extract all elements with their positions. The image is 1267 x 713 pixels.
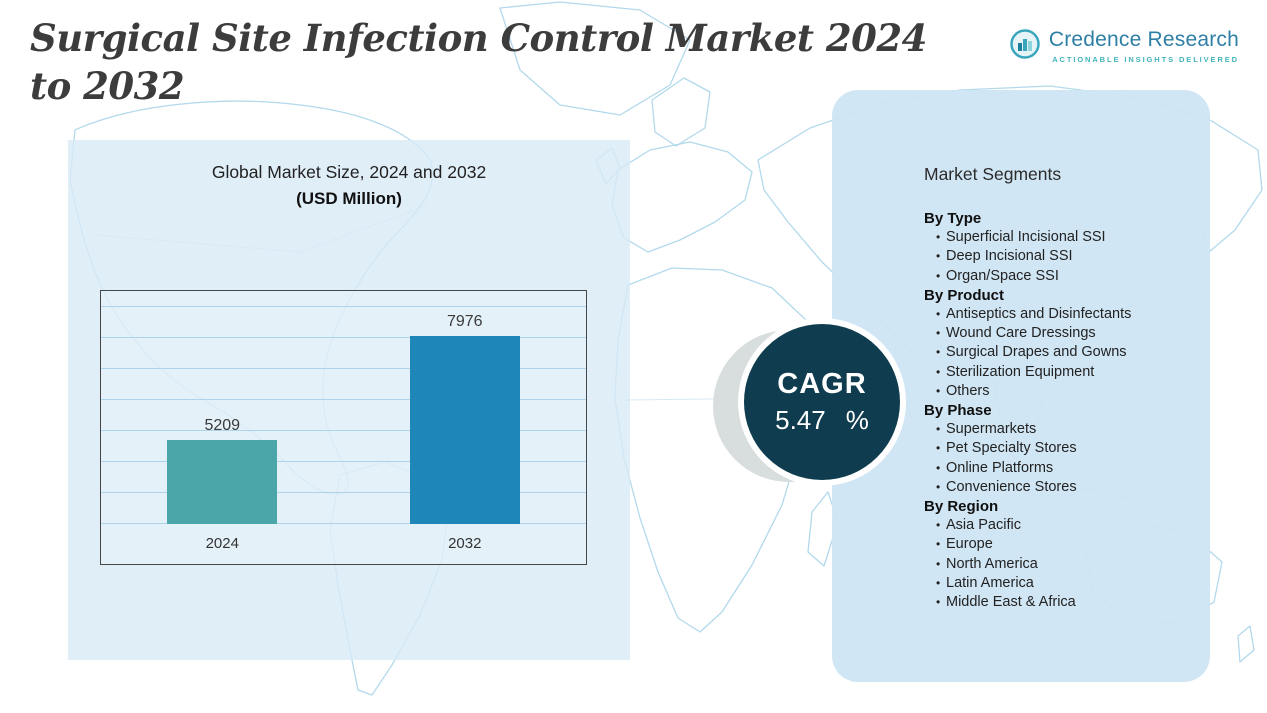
brand-tagline: ACTIONABLE INSIGHTS DELIVERED (1052, 55, 1239, 64)
brand-chart-icon (1010, 29, 1040, 59)
bar-chart: 5209 2024 7976 2032 (100, 290, 587, 565)
bullet-icon: • (936, 364, 941, 379)
bullet-icon: • (936, 422, 941, 437)
segment-item-label: North America (946, 555, 1038, 572)
segments-title: Market Segments (924, 164, 1062, 184)
cagr-value-row: 5.47 % (775, 405, 869, 436)
segment-item-label: Deep Incisional SSI (946, 248, 1073, 265)
segment-item: • Latin America (924, 574, 1182, 593)
segment-item-label: Pet Specialty Stores (946, 440, 1077, 457)
page-title: Surgical Site Infection Control Market 2… (30, 16, 927, 109)
bullet-icon: • (936, 307, 941, 322)
segment-item-label: Surgical Drapes and Gowns (946, 344, 1127, 361)
segment-item-label: Others (946, 382, 990, 399)
segment-group-label: By Product (924, 286, 1005, 304)
bullet-icon: • (936, 595, 941, 610)
segment-item-label: Antiseptics and Disinfectants (946, 306, 1132, 323)
segment-group-label: By Type (924, 210, 982, 227)
segment-item-label: Asia Pacific (946, 517, 1021, 534)
segment-item: • Online Platforms (924, 459, 1182, 478)
bar-category-label: 2024 (205, 535, 239, 552)
brand-logo: Credence Research ACTIONABLE INSIGHTS DE… (1009, 28, 1239, 64)
segment-item-label: Sterilization Equipment (946, 363, 1095, 380)
bar-value-label: 5209 (204, 417, 241, 434)
segment-item: • Organ/Space SSI (924, 267, 1182, 286)
segment-item: • Others (924, 382, 1182, 401)
bar-column: 5209 2024 (167, 291, 278, 564)
bullet-icon: • (936, 575, 941, 590)
cagr-badge: CAGR 5.47 % (744, 324, 900, 480)
bullet-icon: • (936, 518, 941, 533)
segment-item-label: Middle East & Africa (946, 594, 1076, 611)
segment-item-label: Organ/Space SSI (946, 267, 1059, 284)
segment-item: • Sterilization Equipment (924, 363, 1182, 382)
segment-item-label: Europe (946, 536, 993, 553)
bullet-icon: • (936, 383, 941, 398)
bullet-icon: • (936, 230, 941, 245)
segment-item: • Middle East & Africa (924, 593, 1182, 612)
segment-item: • Europe (924, 535, 1182, 554)
cagr-label: CAGR (777, 368, 867, 400)
segment-item-label: Convenience Stores (946, 478, 1077, 495)
segments-list: By Type • Superficial Incisional SSI • Deep … (924, 209, 1182, 612)
bullet-icon: • (936, 479, 941, 494)
bar-column: 7976 2032 (409, 291, 520, 564)
bullet-icon: • (936, 345, 941, 360)
segment-item: • Supermarkets (924, 420, 1182, 439)
bullet-icon: • (936, 460, 941, 475)
segment-item: • North America (924, 555, 1182, 574)
cagr-unit: % (845, 405, 869, 435)
bullet-icon: • (936, 537, 941, 552)
segment-item: • Wound Care Dressings (924, 324, 1182, 343)
segment-item-label: Superficial Incisional SSI (946, 229, 1106, 246)
segment-item: • Pet Specialty Stores (924, 439, 1182, 458)
chart-units-label: (USD Million) (296, 189, 402, 208)
brand-text: Credence Research ACTIONABLE INSIGHTS DE… (1049, 28, 1239, 64)
segment-item-label: Supermarkets (946, 421, 1037, 438)
bullet-icon: • (936, 441, 941, 456)
segment-item: • Antiseptics and Disinfectants (924, 305, 1182, 324)
bullet-icon: • (936, 326, 941, 341)
bullet-icon: • (936, 556, 941, 571)
bullet-icon: • (936, 268, 941, 283)
bar-value-label: 7976 (446, 313, 483, 330)
segment-item: • Superficial Incisional SSI (924, 228, 1182, 247)
bar-plot: 5209 2024 7976 2032 (101, 291, 586, 564)
segment-group-label: By Region (924, 498, 999, 516)
chart-panel: Global Market Size, 2024 and 2032 (USD M… (68, 140, 630, 660)
bar-category-label: 2032 (448, 535, 482, 552)
cagr-value: 5.47 (775, 405, 826, 435)
segment-item: • Surgical Drapes and Gowns (924, 343, 1182, 362)
segment-item-label: Wound Care Dressings (946, 325, 1096, 342)
segment-group-label: By Phase (924, 402, 992, 420)
bar-2032 (409, 336, 520, 524)
bar-2024 (167, 440, 278, 524)
segment-item: • Deep Incisional SSI (924, 247, 1182, 266)
brand-name: Credence Research (1048, 28, 1239, 51)
segment-item: • Convenience Stores (924, 478, 1182, 497)
segment-item: • Asia Pacific (924, 516, 1182, 535)
bullet-icon: • (936, 249, 941, 264)
segment-item-label: Latin America (946, 574, 1034, 591)
segment-item-label: Online Platforms (946, 459, 1054, 476)
chart-title: Global Market Size, 2024 and 2032 (211, 162, 487, 182)
